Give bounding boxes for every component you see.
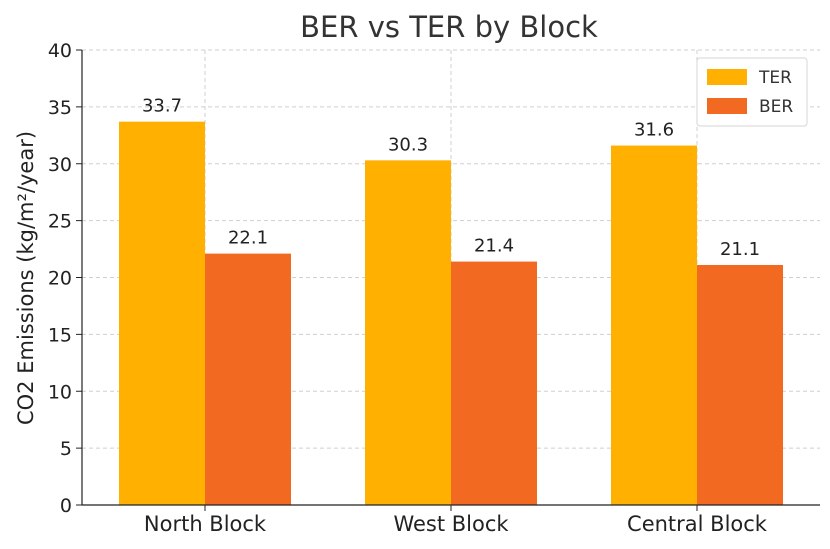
y-tick-label: 10 — [48, 381, 72, 403]
data-label: 33.7 — [142, 96, 182, 117]
y-tick-label: 15 — [48, 324, 72, 346]
bar-ter-2 — [365, 160, 451, 505]
x-tick-label: Central Block — [627, 512, 768, 536]
data-label: 31.6 — [634, 120, 674, 141]
chart-title: BER vs TER by Block — [300, 10, 598, 44]
y-axis-label: CO2 Emissions (kg/m²/year) — [14, 131, 38, 425]
y-tick-label: 0 — [60, 495, 72, 517]
bar-ber-3 — [697, 264, 783, 505]
legend: TER BER — [696, 57, 808, 127]
y-tick-label: 40 — [48, 40, 72, 62]
bar-ter-3 — [611, 145, 697, 506]
data-labels: 33.7 30.3 31.6 22.1 21.4 21.1 — [142, 96, 760, 260]
y-tick-label: 35 — [48, 97, 72, 119]
data-label: 22.1 — [228, 228, 268, 249]
data-label: 30.3 — [388, 134, 428, 155]
bar-ber-1 — [205, 253, 291, 505]
legend-label-ber: BER — [759, 97, 793, 117]
legend-swatch-ber — [707, 98, 747, 114]
y-tick-label: 25 — [48, 211, 72, 233]
y-tick-label: 30 — [48, 154, 72, 176]
legend-label-ter: TER — [758, 68, 792, 88]
bar-ter-1 — [119, 121, 205, 505]
y-tick-label: 20 — [48, 268, 72, 290]
legend-swatch-ter — [707, 69, 747, 85]
x-tick-label: North Block — [144, 512, 267, 536]
y-tick-label: 5 — [60, 438, 72, 460]
x-tick-label: West Block — [393, 512, 509, 536]
bar-ber-2 — [451, 261, 537, 505]
data-label: 21.1 — [720, 239, 760, 260]
bars — [119, 121, 783, 506]
data-label: 21.4 — [474, 236, 514, 257]
axes: 0 5 10 15 20 25 30 35 40 North Block West Block Cen… — [48, 40, 820, 536]
